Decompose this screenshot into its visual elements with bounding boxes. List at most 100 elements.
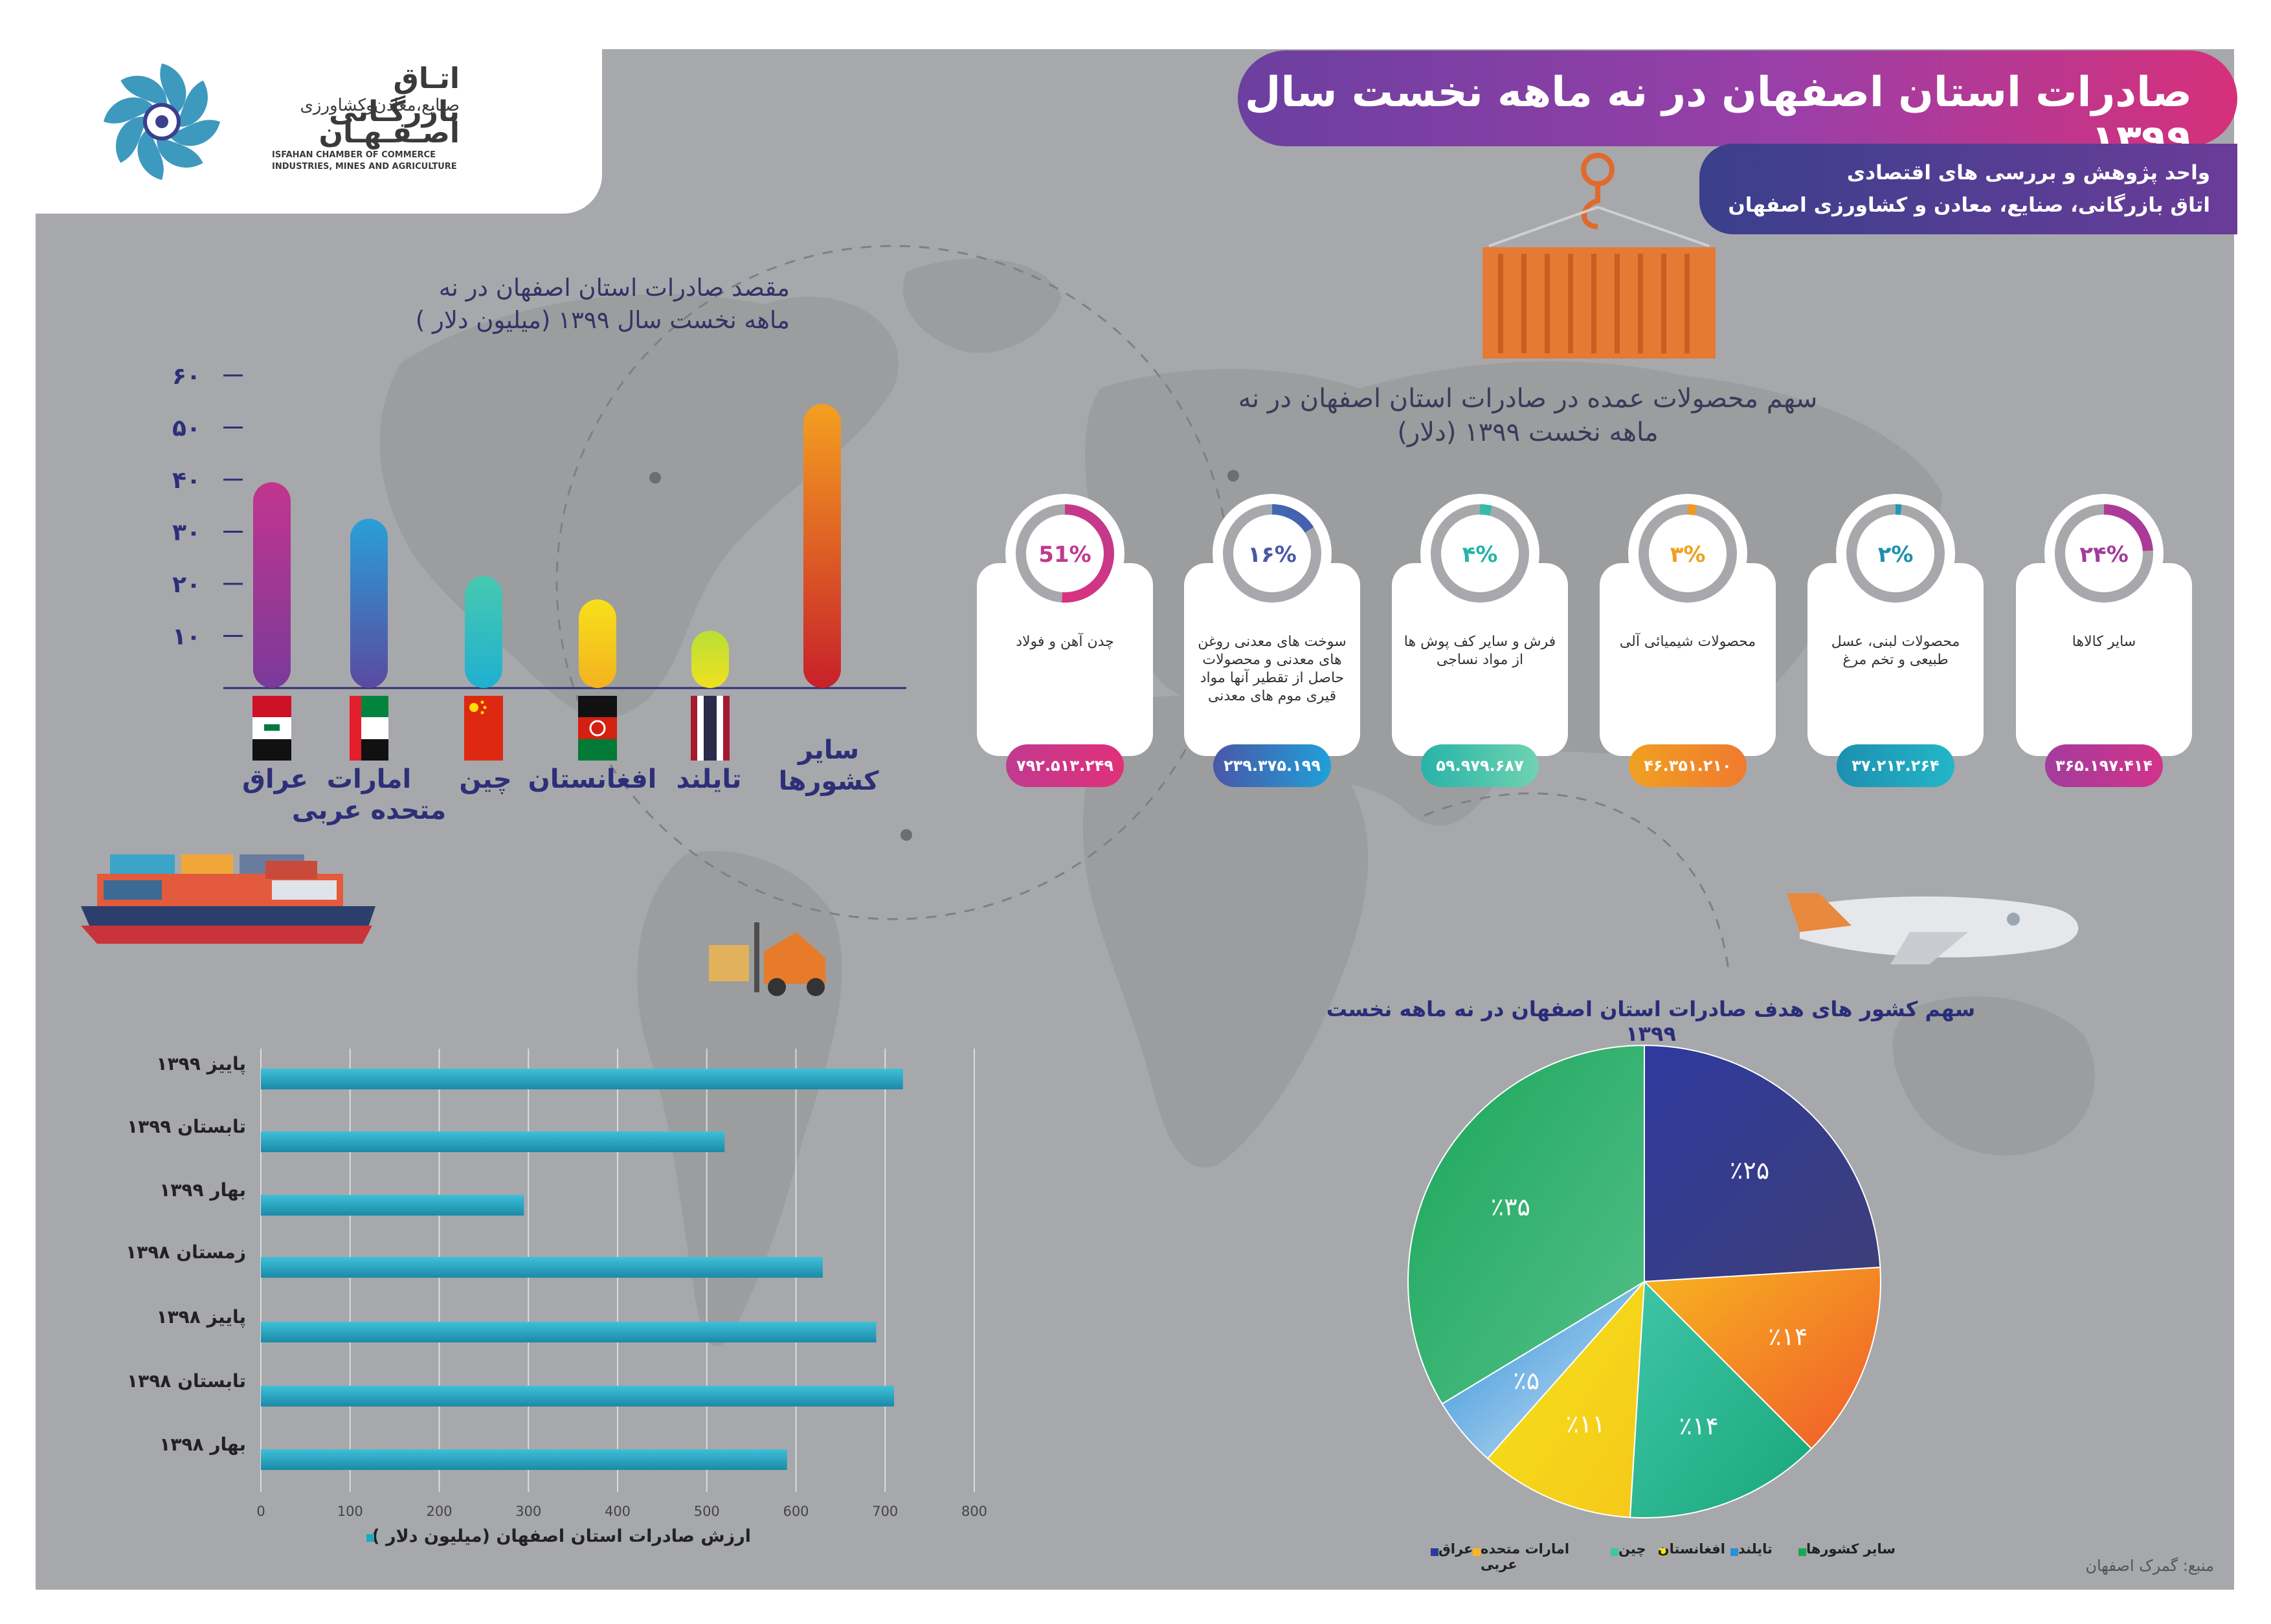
product-percent-label: ۲% — [1878, 542, 1914, 568]
chamber-logo-icon — [104, 63, 220, 180]
quarterly-x-axis-label: ارزش صادرات استان اصفهان (میلیون دلار ) — [372, 1526, 751, 1546]
product-value-pill: ۳۶۵.۱۹۷.۴۱۴ — [2045, 744, 2163, 787]
quarterly-x-tick-label: 800 — [961, 1504, 987, 1519]
product-percent-label: ۱۶% — [1247, 542, 1297, 568]
pie-legend-label: افغانستان — [1657, 1541, 1725, 1557]
product-label: محصولات لبنی، عسل طبیعی و تخم مرغ — [1831, 634, 1960, 668]
quarterly-bar — [261, 1131, 725, 1152]
product-share-arc — [1223, 504, 1321, 603]
country-label-others: سایر کشورها — [778, 735, 879, 796]
share-chart-title: سهم کشور های هدف صادرات استان اصفهان در … — [1326, 997, 1976, 1046]
pie-legend-label: چین — [1618, 1541, 1646, 1557]
quarterly-bar — [261, 1069, 903, 1089]
subtitle-panel: واحد پژوهش و بررسی های اقتصادی اتاق بازر… — [1699, 144, 2237, 234]
country-label-iraq: عراق — [242, 764, 308, 794]
product-value-pill: ۲۳۹.۳۷۵.۱۹۹ — [1213, 744, 1331, 787]
quarterly-category-label: پاییز ۱۳۹۸ — [156, 1306, 247, 1328]
logo-en-line1: ISFAHAN CHAMBER OF COMMERCE — [272, 150, 436, 160]
country-label-china: چین — [459, 764, 512, 794]
logo-en-line2: INDUSTRIES, MINES AND AGRICULTURE — [272, 162, 457, 172]
pie-legend-swatch — [1473, 1548, 1481, 1556]
quarterly-category-label: بهار ۱۳۹۹ — [159, 1179, 246, 1201]
product-share-ring: ۲% — [1836, 494, 1955, 613]
product-share-arc — [1431, 504, 1529, 603]
quarterly-category-label: تابستان ۱۳۹۸ — [127, 1370, 246, 1392]
china-flag-icon — [464, 696, 503, 761]
destination-bar-chart: ۱۰ ۲۰ ۳۰ ۴۰ ۵۰ ۶۰ — [172, 363, 906, 689]
quarterly-x-tick-label: 500 — [694, 1504, 720, 1519]
country-share-pie-chart: ٪۲۵ ٪۱۴ ٪۱۴ ٪۱۱ ٪۵ ٪۳۵ — [1407, 1044, 1881, 1518]
pie-legend-label: سایر کشورها — [1806, 1541, 1896, 1557]
pie-slice-label: ٪۱۴ — [1768, 1322, 1807, 1351]
pie-legend-swatch — [1730, 1548, 1738, 1556]
product-value-pill: ۴۶.۳۵۱.۲۱۰ — [1629, 744, 1747, 787]
quarterly-bar — [261, 1386, 895, 1407]
source-note: منبع: گمرک اصفهان — [2085, 1557, 2214, 1575]
destination-bar — [691, 630, 729, 688]
product-value-pill: ۳۷.۲۱۳.۲۶۴ — [1837, 744, 1954, 787]
product-share-arc — [2055, 504, 2153, 603]
country-label-uae: امارات متحده عربی — [291, 764, 447, 825]
destination-y-tick-label: ۶۰ — [172, 363, 201, 390]
pie-slice — [1407, 1044, 1645, 1405]
destination-y-tick-label: ۳۰ — [172, 520, 201, 546]
destination-y-tick-label: ۲۰ — [172, 572, 201, 598]
pie-legend-swatch — [1431, 1548, 1438, 1556]
quarterly-x-tick-label: 600 — [783, 1504, 809, 1519]
pie-slice — [1486, 1280, 1646, 1518]
logo-title-line2: صنایع،معادن‌وکشاورزی — [300, 96, 460, 115]
country-label-afghanistan: افغانستان — [528, 764, 657, 794]
product-share-arc — [1639, 504, 1737, 603]
product-label: فرش و سایر کف پوش ها از مواد نساجی — [1404, 634, 1556, 668]
products-title-line1: سهم محصولات عمده در صادرات استان اصفهان … — [1238, 384, 1818, 414]
product-share-arc — [1016, 504, 1114, 603]
iraq-flag-icon — [252, 696, 291, 761]
product-share-ring: ۲۴% — [2044, 494, 2164, 613]
destination-title-line1: مقصد صادرات استان اصفهان در نه — [438, 274, 790, 302]
pie-slice — [1644, 1044, 1881, 1283]
destination-y-tick-label: ۴۰ — [172, 467, 201, 494]
product-share-ring: 51% — [1005, 494, 1124, 613]
product-label: سوخت های معدنی روغن های معدنی و محصولات … — [1198, 634, 1347, 704]
quarterly-x-tick-label: 100 — [337, 1504, 363, 1519]
quarterly-category-label: زمستان ۱۳۹۸ — [126, 1241, 246, 1263]
pie-slice-label: ٪۳۵ — [1491, 1192, 1530, 1221]
pie-slice-label: ٪۲۵ — [1730, 1156, 1769, 1185]
afghanistan-flag-icon — [578, 696, 617, 761]
logo-title-line1: اتـاق بازرگـانی — [329, 62, 460, 128]
quarterly-bar — [261, 1449, 787, 1470]
page-title: صادرات استان اصفهان در نه ماهه نخست سال … — [1238, 50, 2237, 164]
pie-legend-label: عراق — [1438, 1541, 1473, 1557]
quarterly-x-tick-label: 300 — [515, 1504, 541, 1519]
destination-bar — [579, 599, 616, 688]
country-label-thailand: تایلند — [676, 764, 742, 794]
pie-slice-label: ٪۱۱ — [1566, 1410, 1605, 1438]
product-label: چدن آهن و فولاد — [1016, 634, 1114, 650]
destination-bar — [253, 482, 291, 688]
product-value-pill: ۵۹.۹۷۹.۶۸۷ — [1421, 744, 1539, 787]
pie-slice-label: ٪۵ — [1513, 1366, 1539, 1395]
product-value-pill: ۷۹۲.۵۱۳.۲۴۹ — [1006, 744, 1124, 787]
uae-flag-icon — [350, 696, 388, 761]
quarterly-category-label: تابستان ۱۳۹۹ — [127, 1116, 246, 1137]
product-label: محصولات شیمیائی آلی — [1619, 634, 1756, 650]
destination-title-line2: ماهه نخست سال ۱۳۹۹ (میلیون دلار ) — [415, 306, 790, 334]
pie-legend-label: تایلند — [1738, 1541, 1773, 1557]
product-share-ring: ۳% — [1628, 494, 1747, 613]
pie-legend-swatch — [1798, 1548, 1806, 1556]
product-percent-label: ۴% — [1462, 542, 1498, 568]
destination-bar — [803, 404, 841, 688]
products-chart-title: سهم محصولات عمده در صادرات استان اصفهان … — [1198, 382, 1858, 449]
quarterly-category-label: پاییز ۱۳۹۹ — [156, 1053, 247, 1074]
subtitle-line2: اتاق بازرگانی، صنایع، معادن و کشاورزی اص… — [1728, 194, 2210, 217]
quarterly-bar — [261, 1257, 823, 1278]
quarterly-legend-swatch — [366, 1534, 374, 1542]
product-label: سایر کالاها — [2072, 634, 2136, 650]
subtitle-line1: واحد پژوهش و بررسی های اقتصادی — [1846, 161, 2210, 184]
quarterly-x-tick-label: 700 — [872, 1504, 898, 1519]
product-percent-label: ۲۴% — [2079, 542, 2129, 568]
quarterly-bar-chart: 0 100 200 300 400 500 600 700 800 — [256, 1049, 987, 1519]
products-title-line2: ماهه نخست ۱۳۹۹ (دلار) — [1397, 417, 1659, 447]
product-share-ring: ۴% — [1420, 494, 1539, 613]
pie-legend-swatch — [1611, 1548, 1618, 1556]
